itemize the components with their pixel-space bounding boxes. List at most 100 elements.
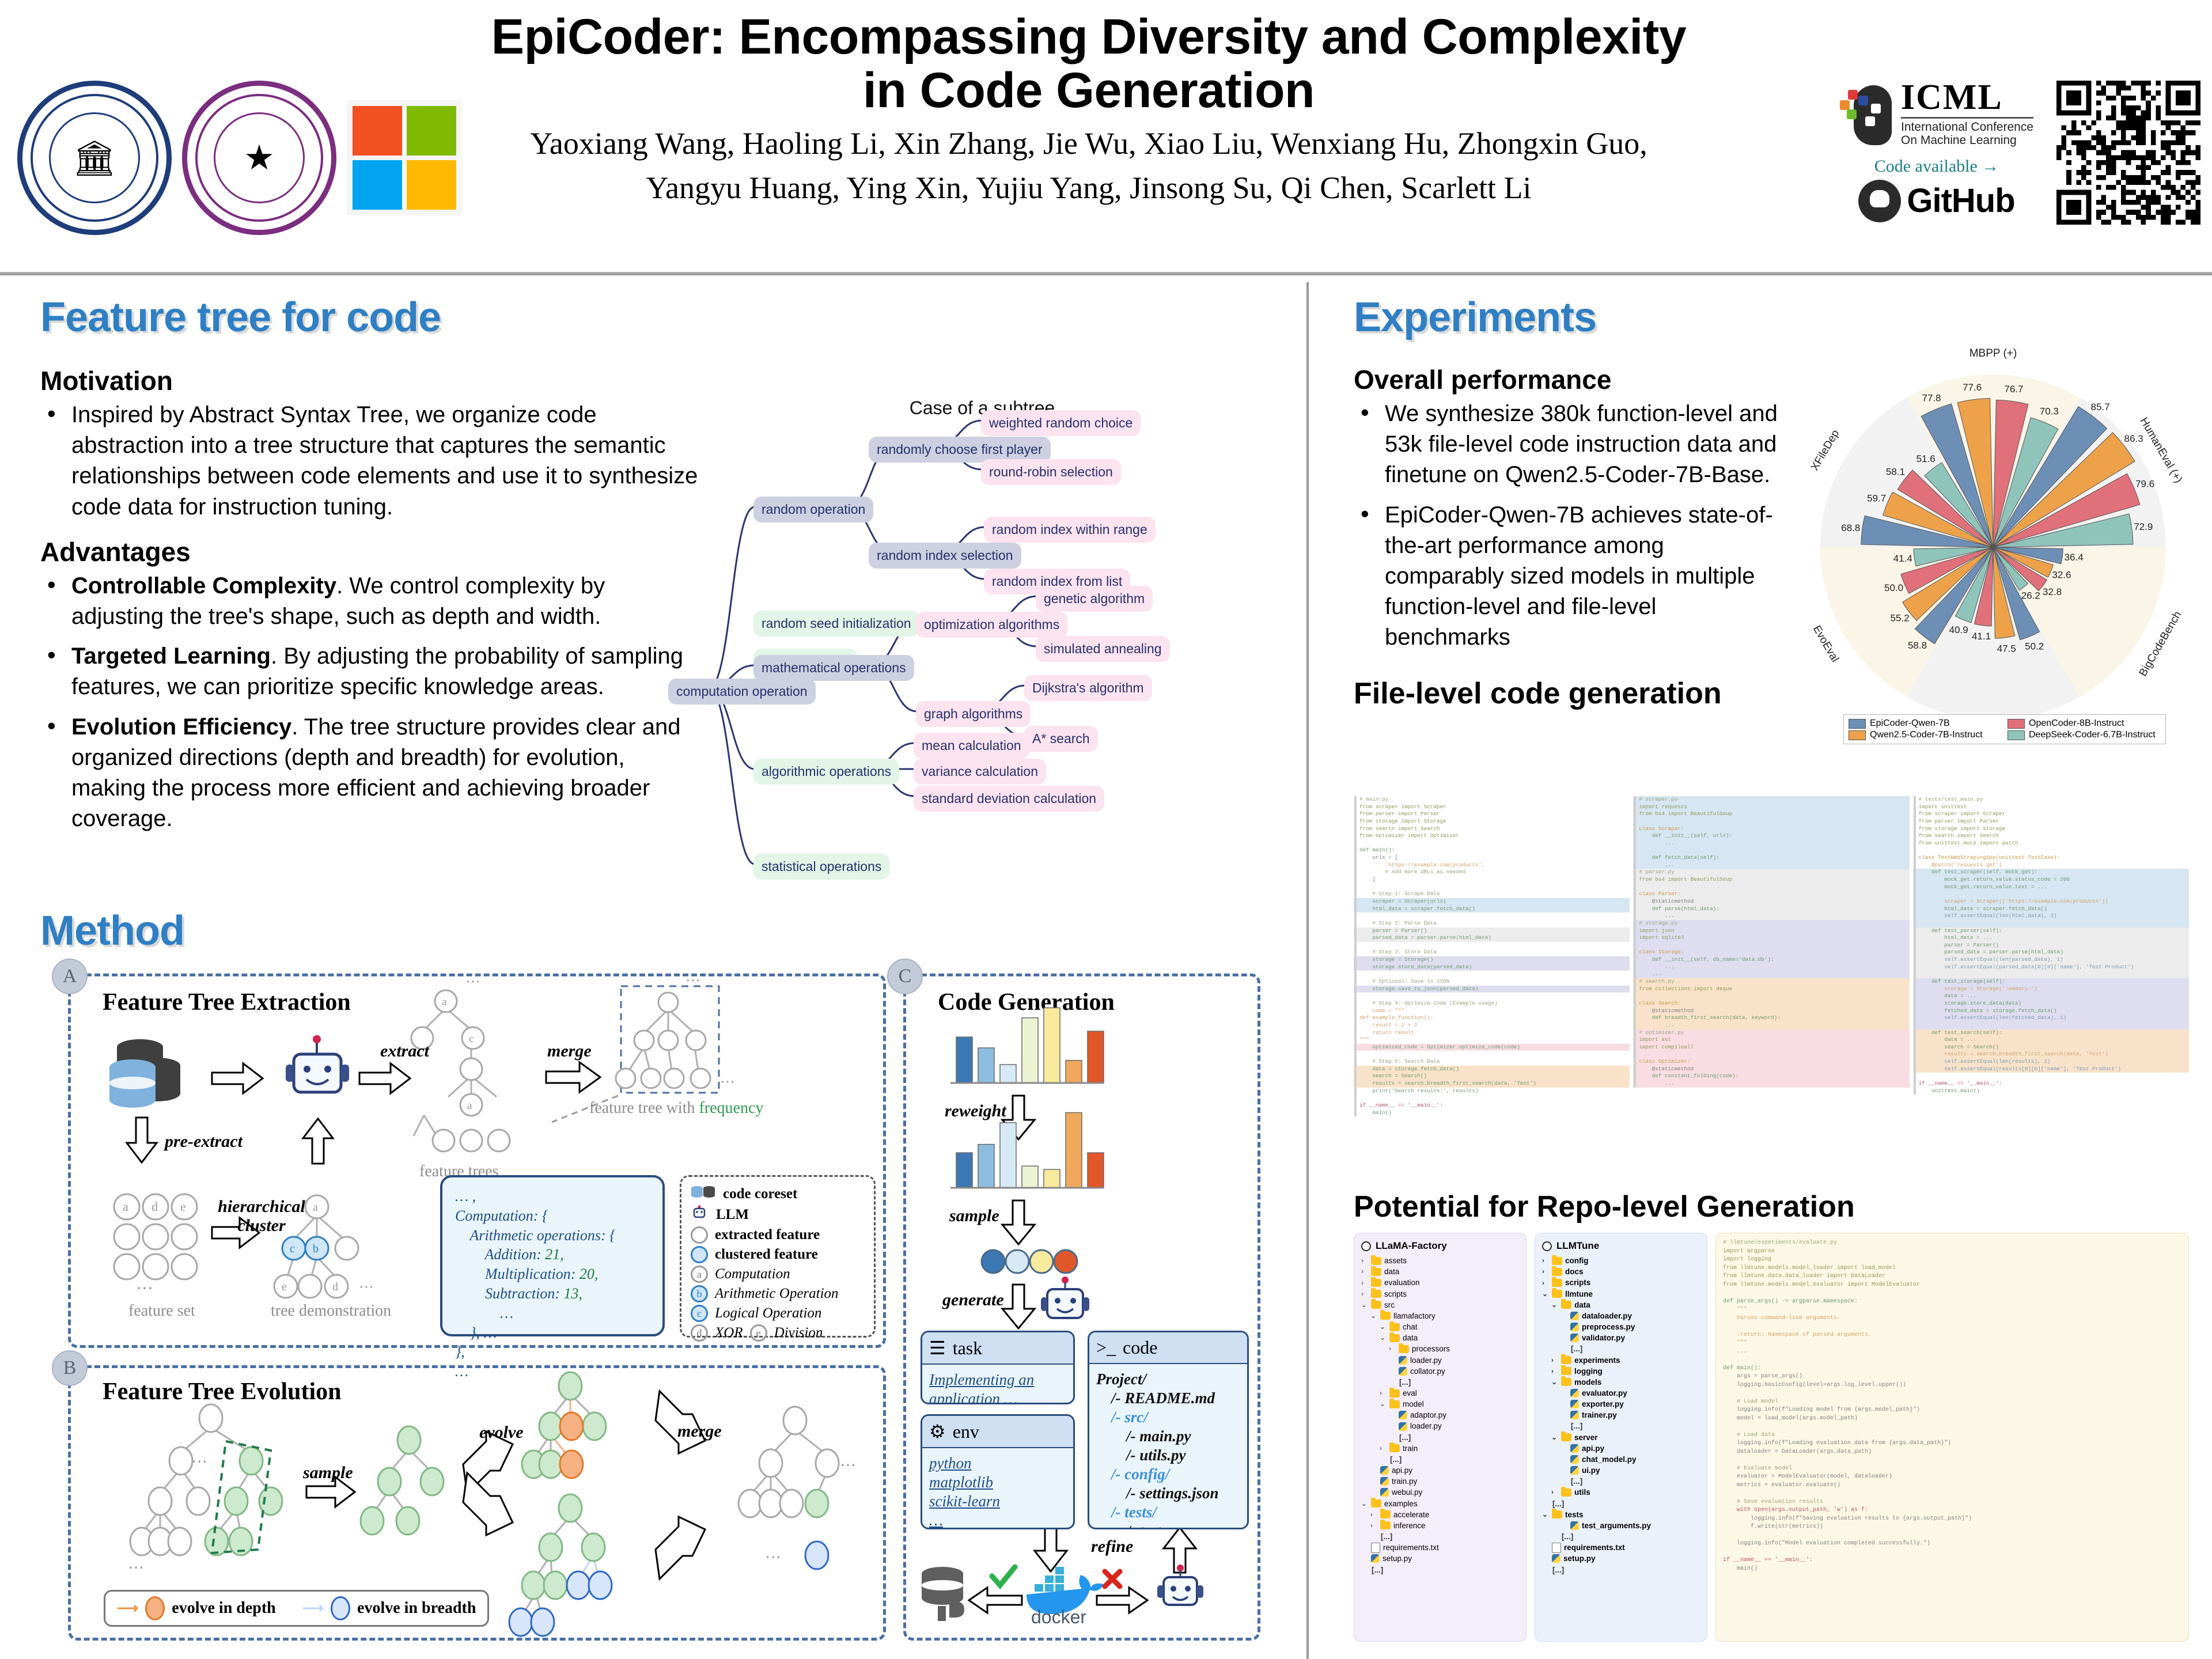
code-line: metrics = evaluator.evaluate(): [1723, 1482, 1841, 1488]
tree-row[interactable]: test_arguments.py: [1542, 1520, 1700, 1531]
tree-label: train.py: [1392, 1477, 1418, 1486]
chevron-icon[interactable]: ›: [1370, 1521, 1373, 1529]
repo-tree-llmtune[interactable]: LLMTune › config › docs › scripts ⌄ llmtune ⌄ dat…: [1535, 1233, 1707, 1642]
tree-row[interactable]: setup.py: [1361, 1553, 1519, 1564]
chevron-icon[interactable]: ›: [1361, 1278, 1363, 1287]
code-line: @patch('requests.get'): [1913, 861, 2189, 869]
chevron-icon[interactable]: ⌄: [1380, 1323, 1386, 1331]
legend-swatch: [1849, 718, 1866, 729]
chevron-icon[interactable]: ›: [1551, 1366, 1554, 1375]
tree-row[interactable]: › inference: [1361, 1520, 1519, 1531]
tree-row[interactable]: › utils: [1542, 1486, 1700, 1498]
chevron-icon[interactable]: ⌄: [1542, 1289, 1548, 1298]
code-panel-tests[interactable]: # tests/test_main.py import unittest from …: [1912, 796, 2189, 1156]
tree-row[interactable]: chat_model.py: [1542, 1454, 1700, 1465]
chevron-icon[interactable]: ›: [1380, 1444, 1382, 1452]
tree-row[interactable]: › logging: [1542, 1365, 1700, 1377]
tree-row[interactable]: dataloader.py: [1542, 1310, 1700, 1321]
chevron-icon[interactable]: ⌄: [1361, 1499, 1368, 1508]
tree-row[interactable]: adaptor.py: [1361, 1410, 1519, 1421]
tree-row[interactable]: ui.py: [1542, 1465, 1700, 1476]
tree-row[interactable]: › evaluation: [1361, 1277, 1519, 1288]
legend-item: DeepSeek-Coder-6.7B-Instruct: [2008, 730, 2161, 740]
code-line: [1723, 1289, 2181, 1298]
qr-code-icon[interactable]: [2056, 81, 2200, 225]
python-file-icon: [1399, 1422, 1407, 1431]
folder-icon: [1399, 1343, 1409, 1353]
tree-row[interactable]: requirements.txt: [1542, 1542, 1700, 1553]
chevron-icon[interactable]: ⌄: [1361, 1300, 1368, 1309]
tree-row[interactable]: setup.py: [1542, 1553, 1700, 1564]
tree-row[interactable]: collator.py: [1361, 1366, 1519, 1377]
tree-row[interactable]: › docs: [1542, 1266, 1700, 1277]
repo-code-panel[interactable]: # llmtune/experiments/evaluate.py import …: [1715, 1233, 2189, 1642]
tree-row[interactable]: › scripts: [1361, 1288, 1519, 1300]
svg-text:a: a: [313, 1201, 318, 1214]
tree-row[interactable]: exporter.py: [1542, 1399, 1700, 1410]
chevron-icon[interactable]: ⌄: [1370, 1311, 1377, 1320]
chevron-icon[interactable]: ›: [1380, 1389, 1382, 1397]
tree-row[interactable]: ⌄ data: [1542, 1299, 1700, 1310]
tree-row[interactable]: › assets: [1361, 1255, 1519, 1266]
tree-row[interactable]: train.py: [1361, 1476, 1519, 1487]
chevron-icon[interactable]: ›: [1551, 1355, 1554, 1364]
tree-ellipsis: [...]: [1552, 1499, 1565, 1508]
tree-row[interactable]: › data: [1361, 1266, 1519, 1277]
chevron-icon[interactable]: ›: [1361, 1256, 1363, 1265]
list-item: Controllable Complexity. We control comp…: [40, 569, 703, 632]
chevron-icon[interactable]: ›: [1542, 1256, 1544, 1265]
tree-row[interactable]: › experiments: [1542, 1354, 1700, 1366]
chevron-icon[interactable]: ›: [1370, 1510, 1373, 1518]
tree-row[interactable]: › config: [1542, 1255, 1700, 1266]
code-line: fetched_data = storage.fetch_data(): [1912, 1007, 2189, 1015]
chevron-icon[interactable]: ⌄: [1542, 1510, 1548, 1518]
tree-row[interactable]: ⌄ chat: [1361, 1321, 1519, 1332]
column-divider: [1306, 282, 1309, 1659]
tree-row[interactable]: › scripts: [1542, 1277, 1700, 1288]
chevron-icon[interactable]: ⌄: [1380, 1400, 1386, 1408]
tree-row[interactable]: evaluator.py: [1542, 1388, 1700, 1399]
tree-row[interactable]: › processors: [1361, 1343, 1519, 1354]
chevron-icon[interactable]: ›: [1542, 1267, 1544, 1276]
chevron-icon[interactable]: ⌄: [1380, 1334, 1386, 1342]
tree-row[interactable]: api.py: [1542, 1443, 1700, 1454]
tree-row[interactable]: ⌄ data: [1361, 1332, 1519, 1343]
code-line: # llmtune/experiments/evaluate.py: [1723, 1240, 1838, 1246]
tree-row[interactable]: ⌄ tests: [1542, 1509, 1700, 1520]
tree-row[interactable]: ⌄ src: [1361, 1299, 1519, 1310]
panel-badge-c: C: [887, 959, 923, 994]
tree-node-algorithmic-operations: algorithmic operations: [753, 759, 900, 785]
chevron-icon[interactable]: ⌄: [1551, 1300, 1558, 1309]
code-panel-modules[interactable]: # scraper.py import requests from bs4 impo…: [1633, 796, 1910, 1156]
tree-row[interactable]: ⌄ server: [1542, 1431, 1700, 1443]
tree-row[interactable]: ⌄ llamafactory: [1361, 1310, 1519, 1321]
tree-row[interactable]: › accelerate: [1361, 1509, 1519, 1520]
tree-row[interactable]: loader.py: [1361, 1421, 1519, 1431]
tree-row[interactable]: ⌄ model: [1361, 1398, 1519, 1410]
tree-row[interactable]: ⌄ examples: [1361, 1498, 1519, 1509]
chevron-icon[interactable]: ⌄: [1551, 1377, 1558, 1386]
data-label: 50.0: [1884, 582, 1903, 593]
tree-row[interactable]: trainer.py: [1542, 1410, 1700, 1421]
chevron-icon[interactable]: ›: [1551, 1488, 1554, 1497]
tree-row[interactable]: ⌄ models: [1542, 1376, 1700, 1388]
tree-row[interactable]: ⌄ llmtune: [1542, 1288, 1700, 1300]
repo-tree-llama-factory[interactable]: LLaMA-Factory › assets › data › evaluation › sc…: [1354, 1233, 1527, 1642]
tree-label: validator.py: [1582, 1334, 1626, 1343]
tree-row[interactable]: preprocess.py: [1542, 1321, 1700, 1332]
right-column: Experiments Overall performance We synth…: [1354, 294, 2189, 711]
tree-row[interactable]: › eval: [1361, 1387, 1519, 1399]
chevron-icon[interactable]: ⌄: [1551, 1433, 1558, 1441]
tree-row[interactable]: requirements.txt: [1361, 1542, 1519, 1553]
tree-row[interactable]: api.py: [1361, 1465, 1519, 1476]
chevron-icon[interactable]: ›: [1542, 1278, 1544, 1287]
chevron-icon[interactable]: ›: [1361, 1267, 1363, 1276]
code-panel-main[interactable]: # main.py from scraper import Scraper from…: [1354, 796, 1630, 1156]
tree-row[interactable]: webui.py: [1361, 1487, 1519, 1498]
data-label: 70.3: [2040, 406, 2059, 417]
chevron-icon[interactable]: ›: [1361, 1289, 1363, 1298]
tree-row[interactable]: loader.py: [1361, 1355, 1519, 1366]
tree-row[interactable]: validator.py: [1542, 1332, 1700, 1343]
chevron-icon[interactable]: ›: [1389, 1344, 1391, 1353]
tree-row[interactable]: › train: [1361, 1442, 1519, 1454]
